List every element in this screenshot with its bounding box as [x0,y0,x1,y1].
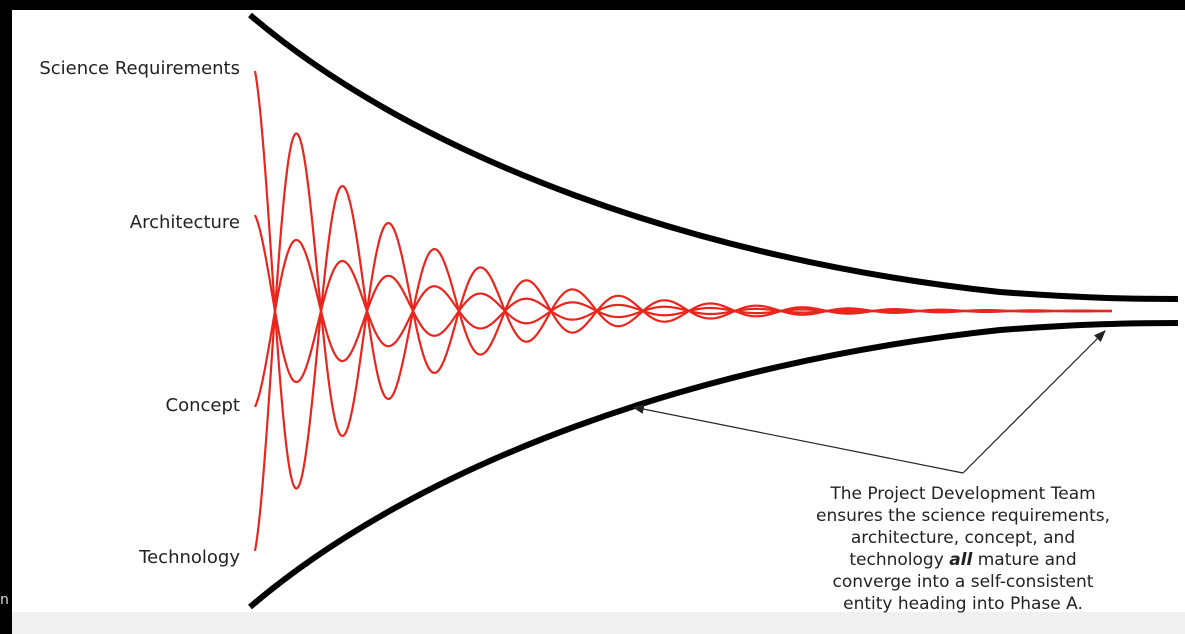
annotation-line: The Project Development Team [829,484,1095,504]
annotation-line: technology all mature and [849,550,1076,570]
annotation-line: entity heading into Phase A. [843,594,1083,614]
edge-text: n [0,592,9,608]
funnel-top [248,12,1179,302]
arrow [962,330,1106,474]
stage-label: Technology [138,547,240,568]
annotation: The Project Development Team ensures the… [816,484,1110,614]
wave [253,132,1113,552]
bottom-bar [12,612,1185,634]
convergence-waves [253,70,1113,552]
stage-label: Science Requirements [39,58,240,79]
annotation-line: architecture, concept, and [851,528,1075,548]
stage-label: Architecture [130,212,240,233]
canvas [12,10,1185,634]
annotation-line: ensures the science requirements, [816,506,1110,526]
arrow [631,404,964,474]
text: technology [849,550,949,570]
text: mature and [972,550,1076,570]
funnel-bottom [248,320,1179,610]
annotation-line: converge into a self-consistent [833,572,1094,592]
stage-label: Concept [166,395,240,416]
emphasis: all [949,550,973,570]
